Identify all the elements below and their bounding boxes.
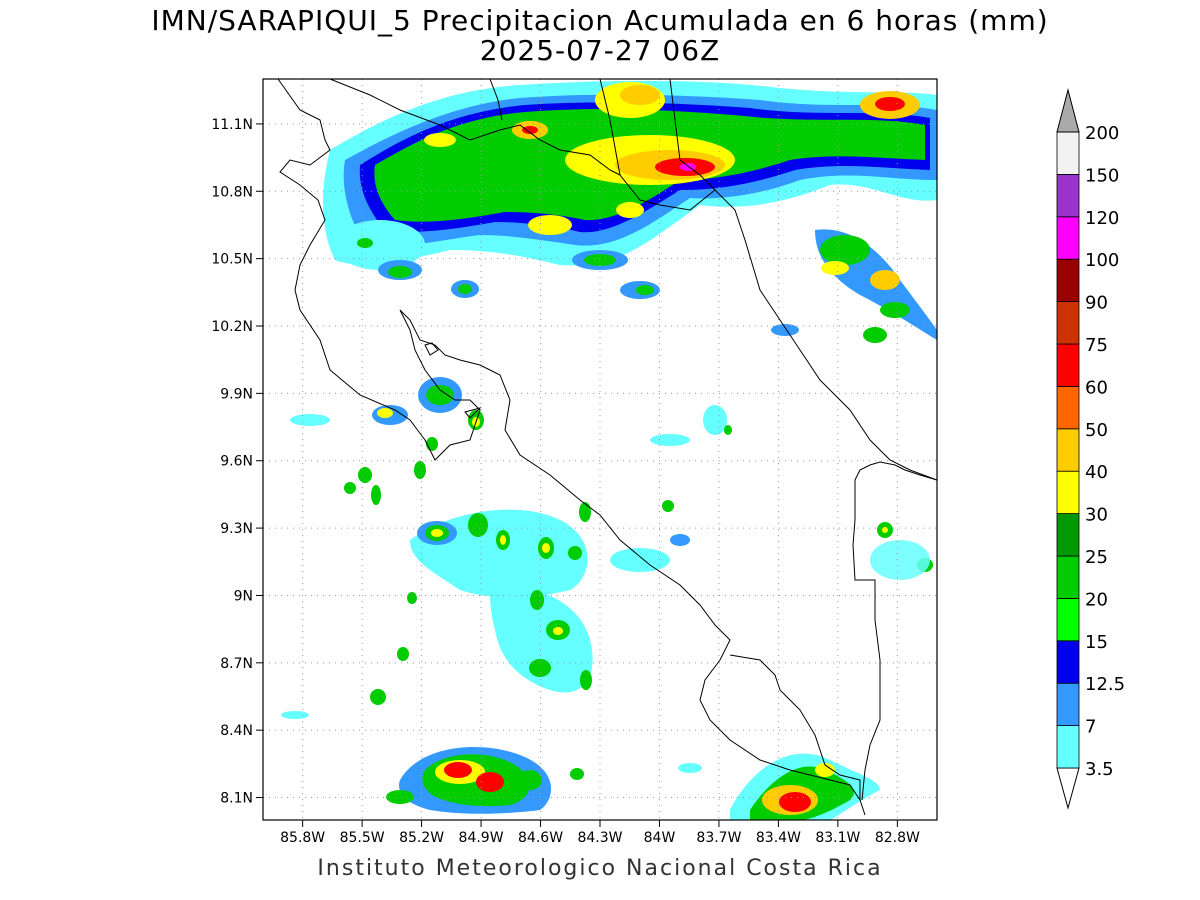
colorbar-swatch — [1056, 385, 1080, 430]
y-tick-label: 9.6N — [220, 454, 253, 470]
colorbar-label: 50 — [1085, 420, 1108, 441]
colorbar-label: 3.5 — [1085, 759, 1114, 780]
precipitation-field — [281, 80, 937, 820]
x-tick-label: 85.8W — [280, 830, 325, 846]
map-title: IMN/SARAPIQUI_5 Precipitacion Acumulada … — [151, 4, 1049, 37]
colorbar-label: 12.5 — [1085, 674, 1125, 695]
colorbar-swatch — [1056, 131, 1080, 175]
y-tick-label: 8.4N — [220, 723, 253, 739]
colorbar-label: 25 — [1085, 547, 1108, 568]
colorbar-swatch — [1056, 216, 1080, 260]
y-tick-label: 10.5N — [211, 252, 253, 268]
colorbar-label: 30 — [1085, 505, 1108, 526]
colorbar-label: 75 — [1085, 335, 1108, 356]
y-tick-label: 11.1N — [211, 117, 253, 133]
y-axis-latitude: 8.1N 8.4N 8.7N 9N 9.3N 9.6N 9.9N 10.2N 10.5N 10.8… — [211, 117, 263, 807]
x-axis-longitude: 85.8W 85.5W 85.2W 84.9W 84.6W 84.3W 84W 83.7W 83… — [280, 820, 920, 846]
colorbar-swatch — [1056, 258, 1080, 303]
x-tick-label: 83.1W — [815, 830, 860, 846]
x-tick-label: 85.5W — [340, 830, 385, 846]
colorbar-under-triangle — [1056, 767, 1080, 810]
colorbar-swatch — [1056, 555, 1080, 599]
colorbar-swatch — [1056, 343, 1080, 387]
x-tick-label: 84W — [644, 830, 676, 846]
colorbar-legend: 3.5 7 12.5 15 20 25 30 40 50 60 75 90 100 120 150 200 — [1056, 88, 1125, 810]
colorbar-label: 100 — [1085, 250, 1119, 271]
colorbar-swatch — [1056, 640, 1080, 684]
x-tick-label: 83.7W — [696, 830, 741, 846]
colorbar-swatch — [1056, 428, 1080, 472]
rain-patch — [335, 220, 425, 270]
coastline-borders — [277, 79, 937, 816]
y-tick-label: 10.8N — [211, 184, 253, 200]
y-tick-label: 9N — [234, 588, 253, 604]
colorbar-swatch — [1056, 598, 1080, 642]
colorbar-label: 7 — [1085, 717, 1096, 738]
x-tick-label: 84.6W — [518, 830, 563, 846]
x-tick-label: 83.4W — [756, 830, 801, 846]
rain-band-north — [323, 80, 937, 266]
colorbar-swatch — [1056, 301, 1080, 345]
colorbar-label: 20 — [1085, 589, 1108, 610]
y-tick-label: 9.3N — [220, 521, 253, 537]
y-tick-label: 10.2N — [211, 319, 253, 335]
map-subtitle-datetime: 2025-07-27 06Z — [479, 34, 721, 67]
colorbar-swatch — [1056, 470, 1080, 515]
colorbar-label: 60 — [1085, 377, 1108, 398]
x-tick-label: 85.2W — [399, 830, 444, 846]
y-tick-label: 8.1N — [220, 791, 253, 807]
colorbar-label: 200 — [1085, 123, 1119, 144]
colorbar-swatch — [1056, 173, 1080, 218]
colorbar-label: 90 — [1085, 293, 1108, 314]
x-tick-label: 84.3W — [577, 830, 622, 846]
colorbar-label: 15 — [1085, 632, 1108, 653]
colorbar-label: 120 — [1085, 208, 1119, 229]
y-tick-label: 8.7N — [220, 656, 253, 672]
x-tick-label: 82.8W — [875, 830, 920, 846]
x-tick-label: 84.9W — [459, 830, 504, 846]
colorbar-label: 40 — [1085, 462, 1108, 483]
y-tick-label: 9.9N — [220, 386, 253, 402]
footer-credit: Instituto Meteorologico Nacional Costa R… — [317, 856, 883, 881]
colorbar-swatch — [1056, 682, 1080, 727]
colorbar-swatch — [1056, 725, 1080, 769]
grid-lines — [263, 79, 937, 820]
colorbar-over-triangle — [1056, 88, 1080, 133]
colorbar-swatch — [1056, 513, 1080, 557]
colorbar-label: 150 — [1085, 165, 1119, 186]
